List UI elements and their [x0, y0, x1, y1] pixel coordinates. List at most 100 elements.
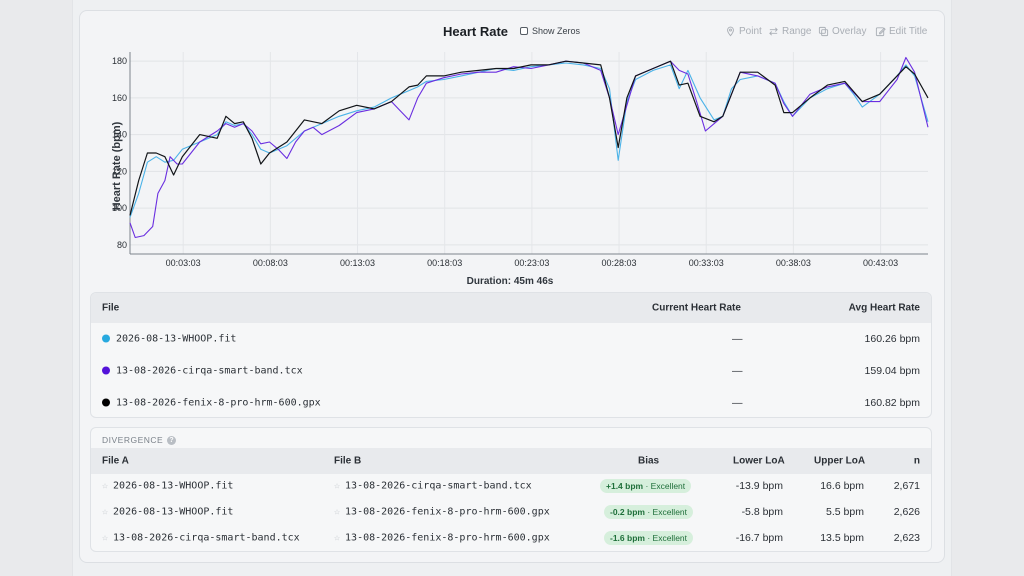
- y-tick-label: 140: [112, 130, 127, 140]
- show-zeros-checkbox[interactable]: [520, 27, 528, 35]
- arrows-left-right-icon: [769, 27, 778, 36]
- y-tick-label: 100: [112, 203, 127, 213]
- n-column-header[interactable]: n: [913, 455, 920, 467]
- star-icon[interactable]: ☆: [334, 480, 341, 492]
- bias-column-header[interactable]: Bias: [638, 455, 660, 467]
- x-tick-label: 00:38:03: [776, 258, 811, 268]
- x-tick-label: 00:43:03: [863, 258, 898, 268]
- lower-loa-value: -13.9 bpm: [735, 480, 783, 492]
- upper-loa-column-header[interactable]: Upper LoA: [814, 455, 866, 467]
- x-axis-label: Duration: 45m 46s: [466, 276, 554, 287]
- n-value: 2,623: [893, 532, 920, 544]
- x-tick-label: 00:23:03: [514, 258, 549, 268]
- file-row[interactable]: 13-08-2026-cirqa-smart-band.tcx — 159.04…: [91, 355, 931, 387]
- point-tool-button[interactable]: Point: [725, 26, 762, 37]
- bias-rating: · Excellent: [647, 533, 688, 543]
- lower-loa-value: -16.7 bpm: [735, 532, 783, 544]
- file-b-name: 13-08-2026-cirqa-smart-band.tcx: [345, 480, 532, 492]
- y-tick-label: 160: [112, 93, 127, 103]
- avg-hr-value: 160.82 bpm: [864, 397, 920, 409]
- n-value: 2,671: [893, 480, 920, 492]
- series-line-fenix: [129, 60, 929, 216]
- divergence-title: DIVERGENCE: [102, 435, 164, 445]
- overlay-label: Overlay: [832, 26, 867, 37]
- files-table: File Current Heart Rate Avg Heart Rate 2…: [90, 292, 932, 418]
- series-color-dot: [102, 398, 110, 407]
- file-a-name: 2026-08-13-WHOOP.fit: [113, 506, 234, 518]
- y-tick-label: 120: [112, 166, 127, 176]
- file-b-name: 13-08-2026-fenix-8-pro-hrm-600.gpx: [345, 532, 550, 544]
- file-row[interactable]: 13-08-2026-fenix-8-pro-hrm-600.gpx — 160…: [91, 387, 931, 417]
- chart-title: Heart Rate: [443, 24, 509, 39]
- current-hr-value: —: [732, 397, 743, 409]
- star-icon[interactable]: ☆: [102, 506, 109, 518]
- bias-rating: · Excellent: [647, 507, 688, 517]
- current-hr-column-header[interactable]: Current Heart Rate: [652, 302, 741, 314]
- point-label: Point: [739, 26, 762, 37]
- star-icon[interactable]: ☆: [102, 480, 109, 492]
- divergence-row[interactable]: ☆ 2026-08-13-WHOOP.fit ☆ 13-08-2026-fenix-…: [91, 499, 931, 525]
- file-name: 13-08-2026-cirqa-smart-band.tcx: [116, 365, 303, 377]
- divergence-header: File A File B Bias Lower LoA Upper LoA n: [91, 448, 931, 474]
- x-tick-label: 00:28:03: [602, 258, 637, 268]
- lower-loa-value: -5.8 bpm: [741, 506, 783, 518]
- divergence-table: DIVERGENCE ? File A File B Bias Lower Lo…: [90, 427, 932, 552]
- file-name: 13-08-2026-fenix-8-pro-hrm-600.gpx: [116, 397, 321, 409]
- show-zeros-toggle[interactable]: Show Zeros: [520, 26, 580, 36]
- series-color-dot: [102, 334, 110, 343]
- bias-value: -1.6 bpm: [610, 533, 645, 543]
- show-zeros-label: Show Zeros: [532, 26, 581, 36]
- file-b-name: 13-08-2026-fenix-8-pro-hrm-600.gpx: [345, 506, 550, 518]
- file-name: 2026-08-13-WHOOP.fit: [116, 333, 237, 345]
- edit-icon: [875, 27, 886, 37]
- series-line-cirqa: [129, 56, 929, 239]
- upper-loa-value: 13.5 bpm: [820, 532, 864, 544]
- copy-icon: [818, 26, 829, 37]
- series-color-dot: [102, 366, 110, 375]
- heart-rate-chart[interactable]: 80 100 120 140 160 180 00:03:03 00:08:03 00:13:0…: [0, 0, 1024, 290]
- file-a-name: 2026-08-13-WHOOP.fit: [113, 480, 234, 492]
- avg-hr-value: 160.26 bpm: [864, 333, 920, 345]
- map-pin-icon: [727, 26, 734, 37]
- overlay-tool-button[interactable]: Overlay: [818, 26, 866, 37]
- file-a-column-header[interactable]: File A: [102, 455, 129, 467]
- x-tick-label: 00:33:03: [689, 258, 724, 268]
- divergence-row[interactable]: ☆ 2026-08-13-WHOOP.fit ☆ 13-08-2026-cirqa-…: [91, 473, 931, 499]
- file-column-header[interactable]: File: [102, 302, 120, 314]
- bias-rating: · Excellent: [645, 481, 686, 491]
- upper-loa-value: 16.6 bpm: [820, 480, 864, 492]
- x-tick-label: 00:03:03: [166, 258, 201, 268]
- edit-title-label: Edit Title: [889, 26, 928, 37]
- bias-value: +1.4 bpm: [606, 481, 644, 491]
- lower-loa-column-header[interactable]: Lower LoA: [733, 455, 785, 467]
- help-icon[interactable]: ?: [167, 435, 177, 445]
- bias-badge: -1.6 bpm · Excellent: [604, 531, 694, 545]
- current-hr-value: —: [732, 333, 743, 345]
- x-tick-label: 00:13:03: [340, 258, 375, 268]
- star-icon[interactable]: ☆: [334, 506, 341, 518]
- range-label: Range: [782, 26, 812, 37]
- file-b-column-header[interactable]: File B: [334, 455, 362, 467]
- star-icon[interactable]: ☆: [334, 532, 341, 544]
- y-tick-label: 180: [112, 56, 127, 66]
- file-a-name: 13-08-2026-cirqa-smart-band.tcx: [113, 532, 300, 544]
- bias-badge: -0.2 bpm · Excellent: [604, 505, 694, 519]
- y-axis-label: Heart Rate (bpm): [111, 121, 123, 211]
- current-hr-value: —: [732, 365, 743, 377]
- x-tick-label: 00:18:03: [427, 258, 462, 268]
- bias-value: -0.2 bpm: [610, 507, 645, 517]
- range-tool-button[interactable]: Range: [768, 26, 811, 37]
- star-icon[interactable]: ☆: [102, 532, 109, 544]
- avg-hr-column-header[interactable]: Avg Heart Rate: [848, 302, 920, 314]
- divergence-row[interactable]: ☆ 13-08-2026-cirqa-smart-band.tcx ☆ 13-08-…: [91, 525, 931, 551]
- files-table-header: File Current Heart Rate Avg Heart Rate: [91, 293, 931, 323]
- series-line-whoop: [129, 62, 929, 218]
- avg-hr-value: 159.04 bpm: [864, 365, 920, 377]
- x-tick-label: 00:08:03: [253, 258, 288, 268]
- edit-title-button[interactable]: Edit Title: [875, 26, 927, 37]
- y-tick-label: 80: [117, 240, 127, 250]
- n-value: 2,626: [893, 506, 920, 518]
- bias-badge: +1.4 bpm · Excellent: [600, 479, 692, 493]
- file-row[interactable]: 2026-08-13-WHOOP.fit — 160.26 bpm: [91, 323, 931, 355]
- upper-loa-value: 5.5 bpm: [826, 506, 864, 518]
